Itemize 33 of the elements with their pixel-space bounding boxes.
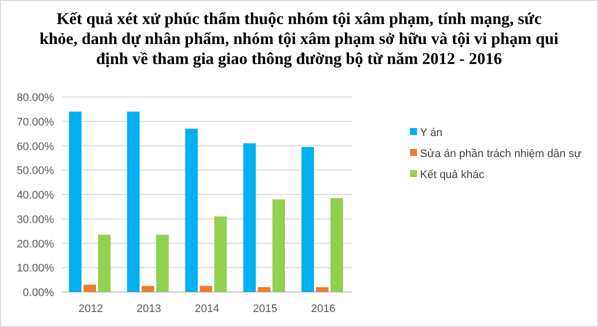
bar — [316, 287, 328, 292]
legend-label: Y án — [420, 127, 442, 139]
y-tick-label: 60.00% — [16, 140, 54, 153]
bar — [185, 128, 198, 292]
chart-title: Kết quả xét xử phúc thẩm thuộc nhóm tội xâm phạm, tính mạng, sức khỏe, danh dự nhân phẩm, nhóm tội xâm phạm sở hữu và tội vi phạm qui định về tham gia giao thông đường bộ từ năm 2012 - 2016 — [39, 9, 559, 68]
y-tick-label: 0.00% — [22, 287, 54, 299]
y-tick-label: 20.00% — [16, 238, 54, 250]
x-tick-label: 2016 — [310, 303, 336, 315]
bar — [200, 286, 212, 292]
y-tick-label: 30.00% — [16, 214, 54, 226]
bar — [330, 198, 344, 292]
bar — [301, 146, 314, 292]
bar — [214, 216, 227, 292]
bar — [68, 112, 82, 292]
y-tick-label: 80.00% — [16, 92, 54, 104]
legend-label: Kết quả khác — [420, 169, 485, 181]
x-tick-label: 2014 — [194, 303, 220, 315]
bar — [127, 112, 140, 292]
y-tick-label: 50.00% — [16, 165, 54, 178]
bar — [258, 287, 270, 292]
y-tick-label: 70.00% — [16, 116, 54, 128]
y-tick-label: 40.00% — [16, 190, 54, 202]
legend-label: Sửa án phần trách nhiệm dân sự — [420, 148, 582, 160]
x-tick-label: 2012 — [78, 303, 104, 315]
bar — [243, 143, 256, 292]
bar — [156, 234, 169, 292]
y-tick-label: 10.00% — [16, 262, 54, 275]
bar — [142, 286, 154, 292]
bar — [98, 234, 111, 292]
x-tick-label: 2015 — [252, 303, 278, 315]
bar — [272, 199, 285, 292]
bar — [84, 284, 96, 292]
x-tick-label: 2013 — [136, 303, 162, 315]
